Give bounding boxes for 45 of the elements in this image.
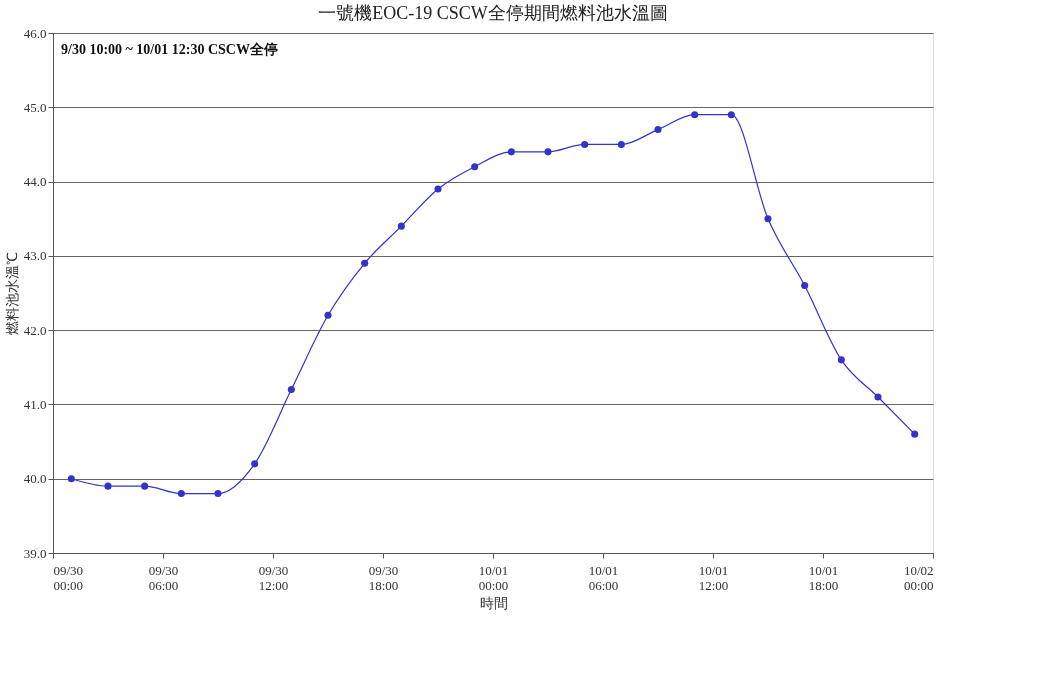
y-axis-title: 燃料池水溫℃	[4, 252, 20, 335]
point	[471, 163, 479, 171]
x-tick-label: 10/01 06:00	[588, 562, 619, 593]
x-tick-label: 10/01 12:00	[698, 562, 729, 593]
point	[654, 126, 662, 134]
point	[874, 393, 882, 401]
x-tick-label: 10/02 00:00	[903, 562, 934, 593]
point	[251, 460, 259, 468]
point	[324, 311, 332, 319]
point	[397, 222, 405, 230]
x-tick-label: 09/30 06:00	[148, 562, 179, 593]
y-tick-label: 43.0	[23, 248, 47, 264]
point	[801, 282, 809, 290]
y-tick-label: 46.0	[23, 25, 47, 41]
point	[911, 430, 919, 438]
x-tick-label: 10/01 00:00	[478, 562, 509, 593]
x-axis-title: 時間	[479, 595, 508, 611]
point	[544, 148, 552, 156]
x-tick-label: 10/01 18:00	[808, 562, 839, 593]
point	[691, 111, 699, 119]
point	[67, 475, 75, 483]
y-tick-label: 40.0	[23, 471, 47, 487]
chart-title: 一號機EOC-19 CSCW全停期間燃料池水溫圖	[318, 3, 668, 23]
y-tick-label: 41.0	[23, 396, 47, 412]
x-tick-label: 09/30 00:00	[53, 562, 84, 593]
annotation: 9/30 10:00 ~ 10/01 12:30 CSCW全停	[61, 42, 278, 57]
point	[581, 140, 589, 148]
point	[837, 356, 845, 364]
point	[361, 259, 369, 267]
point	[764, 215, 772, 223]
point	[214, 490, 222, 498]
y-tick-label: 45.0	[23, 99, 47, 115]
x-tick-label: 09/30 12:00	[258, 562, 289, 593]
y-tick-label: 42.0	[23, 322, 47, 338]
point	[287, 386, 295, 394]
point	[507, 148, 515, 156]
point	[141, 482, 149, 490]
y-tick-label: 44.0	[23, 174, 47, 190]
point	[104, 482, 112, 490]
point	[434, 185, 442, 193]
point	[727, 111, 735, 119]
x-tick-label: 09/30 18:00	[368, 562, 399, 593]
point	[617, 140, 625, 148]
point	[177, 490, 185, 498]
y-tick-label: 39.0	[23, 545, 47, 561]
